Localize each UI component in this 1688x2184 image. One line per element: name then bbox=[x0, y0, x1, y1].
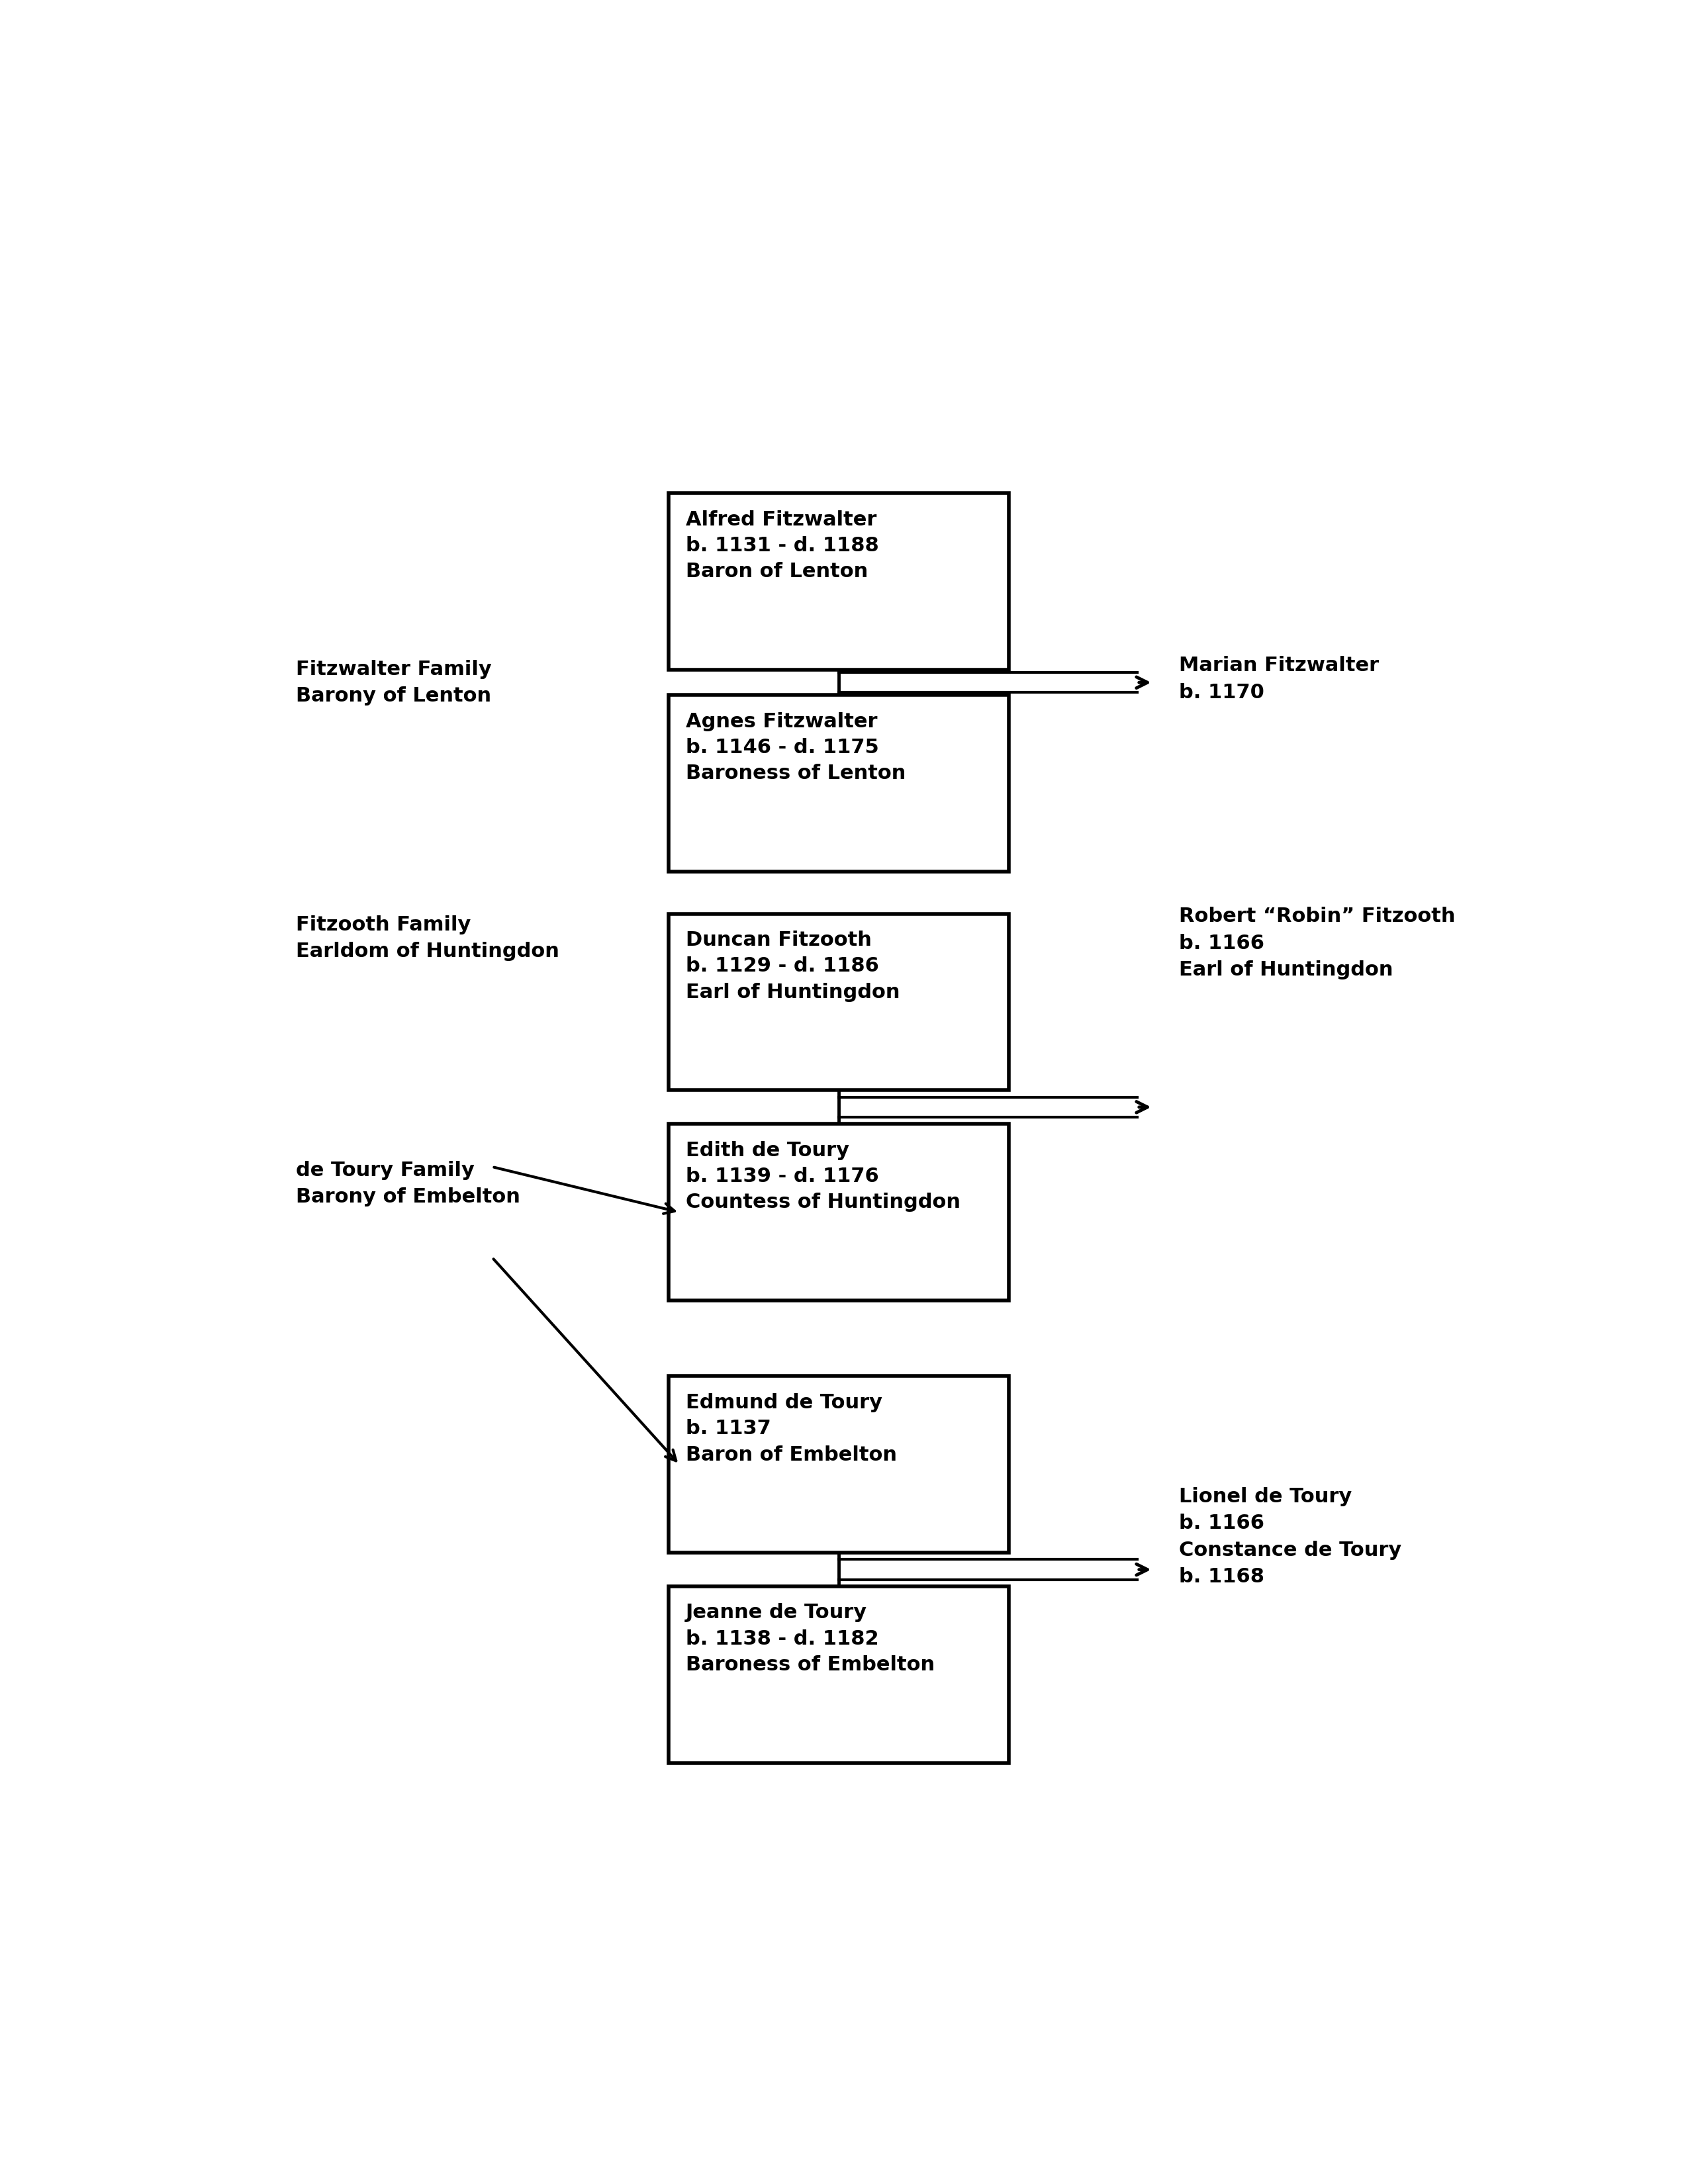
Text: Edmund de Toury
b. 1137
Baron of Embelton: Edmund de Toury b. 1137 Baron of Embelto… bbox=[685, 1393, 896, 1463]
Text: Alfred Fitzwalter
b. 1131 - d. 1188
Baron of Lenton: Alfred Fitzwalter b. 1131 - d. 1188 Baro… bbox=[685, 511, 879, 581]
Text: Lionel de Toury
b. 1166
Constance de Toury
b. 1168: Lionel de Toury b. 1166 Constance de Tou… bbox=[1178, 1487, 1401, 1586]
Text: Jeanne de Toury
b. 1138 - d. 1182
Baroness of Embelton: Jeanne de Toury b. 1138 - d. 1182 Barone… bbox=[685, 1603, 935, 1675]
Text: de Toury Family
Barony of Embelton: de Toury Family Barony of Embelton bbox=[295, 1160, 520, 1206]
Bar bbox=[668, 1586, 1009, 1762]
Text: Robert “Robin” Fitzooth
b. 1166
Earl of Huntingdon: Robert “Robin” Fitzooth b. 1166 Earl of … bbox=[1178, 906, 1455, 981]
Bar bbox=[668, 1376, 1009, 1553]
Text: Edith de Toury
b. 1139 - d. 1176
Countess of Huntingdon: Edith de Toury b. 1139 - d. 1176 Countes… bbox=[685, 1140, 960, 1212]
Text: Agnes Fitzwalter
b. 1146 - d. 1175
Baroness of Lenton: Agnes Fitzwalter b. 1146 - d. 1175 Baron… bbox=[685, 712, 906, 784]
Text: Fitzwalter Family
Barony of Lenton: Fitzwalter Family Barony of Lenton bbox=[295, 660, 491, 705]
Bar bbox=[668, 913, 1009, 1090]
Bar bbox=[668, 1125, 1009, 1299]
Text: Fitzooth Family
Earldom of Huntingdon: Fitzooth Family Earldom of Huntingdon bbox=[295, 915, 559, 961]
Text: Marian Fitzwalter
b. 1170: Marian Fitzwalter b. 1170 bbox=[1178, 655, 1379, 701]
Bar bbox=[668, 494, 1009, 670]
Bar bbox=[668, 695, 1009, 871]
Text: Duncan Fitzooth
b. 1129 - d. 1186
Earl of Huntingdon: Duncan Fitzooth b. 1129 - d. 1186 Earl o… bbox=[685, 930, 900, 1002]
